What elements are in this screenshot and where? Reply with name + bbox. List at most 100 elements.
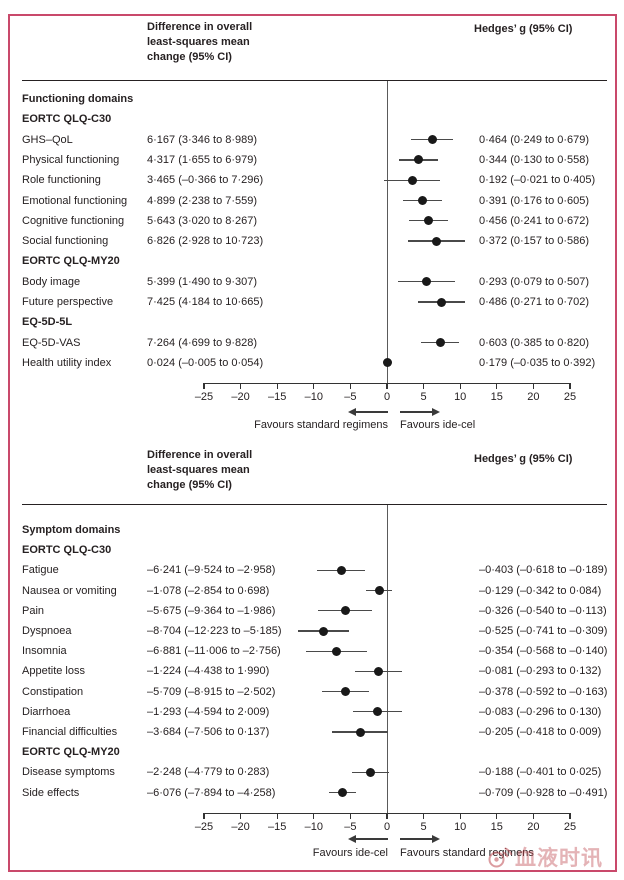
- row-label: Future perspective: [22, 296, 114, 308]
- diff-value: 7·425 (4·184 to 10·665): [147, 296, 264, 308]
- hedges-value: 0·391 (0·176 to 0·605): [479, 194, 590, 207]
- diff-value: 3·465 (–0·366 to 7·296): [147, 174, 264, 187]
- row-label: Constipation: [22, 685, 84, 698]
- diff-value: –1·293 (–4·594 to 2·009): [147, 705, 270, 718]
- axis-tick: [239, 813, 242, 819]
- diff-value: –6·076 (–7·894 to –4·258): [147, 786, 276, 799]
- point-estimate-dot: [382, 358, 392, 368]
- point-estimate-dot: [414, 155, 424, 165]
- hedges-value: –0·129 (–0·342 to 0·084): [479, 584, 602, 597]
- hedges-value: 0·344 (0·130 to 0·558): [479, 153, 590, 166]
- row-label: Emotional functioning: [22, 194, 128, 207]
- axis-tick-label: 15: [490, 821, 503, 833]
- row-label: Financial difficulties: [22, 726, 118, 738]
- axis-tick: [386, 813, 388, 819]
- hedges-value: –0·188 (–0·401 to 0·025): [479, 766, 602, 779]
- favours-left-arrow: [348, 407, 388, 416]
- axis-tick: [386, 383, 388, 389]
- hedges-value: –0·709 (–0·928 to –0·491): [479, 786, 608, 799]
- axis-tick: [459, 383, 461, 389]
- column-header-diff: Difference in overall least-squares mean…: [147, 449, 253, 491]
- point-estimate-dot: [427, 135, 437, 145]
- point-estimate-dot: [373, 666, 383, 676]
- favours-left-label: Favours ide-cel: [312, 847, 388, 859]
- zero-reference-line: [387, 81, 389, 383]
- point-estimate-dot: [407, 175, 417, 185]
- row-label: GHS–QoL: [22, 133, 73, 146]
- column-header-hedges: Hedges’ g (95% CI): [474, 453, 573, 465]
- group-header-label: EORTC QLQ-C30: [22, 544, 112, 557]
- diff-value: –2·248 (–4·779 to 0·283): [147, 766, 270, 779]
- favours-right-arrow: [400, 407, 440, 416]
- diff-value: –1·224 (–4·438 to 1·990): [147, 665, 270, 678]
- axis-tick: [313, 383, 315, 389]
- hedges-value: 0·372 (0·157 to 0·586): [479, 235, 590, 248]
- hedges-value: –0·083 (–0·296 to 0·130): [479, 705, 602, 718]
- point-estimate-dot: [435, 338, 445, 348]
- column-header-diff: Difference in overall least-squares mean…: [147, 21, 253, 63]
- row-label: Pain: [22, 604, 45, 617]
- left-arrowhead-icon: [348, 407, 356, 416]
- point-estimate-dot: [373, 707, 383, 717]
- row-label: EQ-5D-VAS: [22, 336, 81, 349]
- axis-tick-label: 0: [383, 821, 391, 833]
- axis-tick-label: –25: [194, 821, 214, 833]
- point-estimate-dot: [355, 727, 365, 737]
- axis-tick-label: –20: [231, 821, 250, 833]
- left-arrowhead-icon: [348, 834, 356, 843]
- axis-tick-label: 20: [527, 821, 540, 833]
- diff-value: –3·684 (–7·506 to 0·137): [147, 726, 270, 738]
- header-rule: [22, 504, 607, 506]
- axis-tick-label: –10: [304, 821, 323, 833]
- axis-tick: [422, 383, 425, 389]
- hedges-value: 0·293 (0·079 to 0·507): [479, 275, 590, 288]
- row-label: Cognitive functioning: [22, 214, 125, 227]
- hedges-value: –0·403 (–0·618 to –0·189): [479, 564, 608, 577]
- axis-tick-label: –10: [304, 391, 323, 403]
- axis-tick-label: –20: [231, 391, 250, 403]
- hedges-value: –0·354 (–0·568 to –0·140): [479, 645, 608, 658]
- point-estimate-dot: [318, 626, 328, 636]
- point-estimate-dot: [418, 196, 428, 205]
- point-estimate-dot: [374, 586, 384, 596]
- axis-tick-label: 5: [420, 821, 427, 833]
- diff-value: 0·024 (–0·005 to 0·054): [147, 356, 264, 369]
- hedges-value: –0·326 (–0·540 to –0·113): [479, 604, 607, 617]
- right-arrowhead-icon: [432, 834, 440, 843]
- point-estimate-dot: [436, 297, 446, 307]
- row-label: Role functioning: [22, 174, 101, 187]
- group-header-label: EORTC QLQ-MY20: [22, 746, 120, 759]
- favours-left-label: Favours standard regimens: [254, 419, 388, 431]
- panel-functioning-domains: Difference in overall least-squares mean…: [10, 16, 611, 440]
- row-label: Insomnia: [22, 645, 67, 658]
- point-estimate-dot: [338, 788, 348, 798]
- diff-value: –5·675 (–9·364 to –1·986): [147, 604, 276, 617]
- diff-value: –6·881 (–11·006 to –2·756): [147, 645, 281, 658]
- row-label: Nausea or vomiting: [22, 584, 117, 597]
- axis-tick-label: –5: [344, 821, 357, 833]
- point-estimate-dot: [340, 687, 350, 697]
- axis-tick: [496, 813, 498, 819]
- diff-value: –1·078 (–2·854 to 0·698): [147, 584, 270, 597]
- diff-value: 5·399 (1·490 to 9·307): [147, 275, 258, 288]
- axis-tick: [239, 383, 242, 389]
- axis-tick-label: 25: [563, 821, 577, 833]
- right-arrowhead-icon: [432, 407, 440, 416]
- axis-tick: [532, 383, 535, 389]
- axis-tick: [349, 383, 352, 389]
- column-header-hedges: Hedges’ g (95% CI): [474, 23, 573, 35]
- axis-tick-label: 25: [563, 391, 577, 403]
- panel-symptom-domains: Difference in overall least-squares mean…: [10, 440, 611, 872]
- point-estimate-dot: [332, 646, 342, 656]
- watermark-text: 血液时讯: [515, 847, 603, 870]
- point-estimate-dot: [366, 767, 376, 777]
- axis-tick-label: –25: [194, 391, 214, 403]
- zero-reference-line: [387, 505, 389, 813]
- axis-tick-label: 0: [383, 391, 391, 403]
- favours-right-arrow: [400, 834, 440, 843]
- diff-value: 6·826 (2·928 to 10·723): [147, 235, 264, 248]
- weibo-eye-icon: [488, 847, 512, 868]
- axis-tick-label: –5: [344, 391, 357, 403]
- group-header-label: EORTC QLQ-C30: [22, 113, 112, 126]
